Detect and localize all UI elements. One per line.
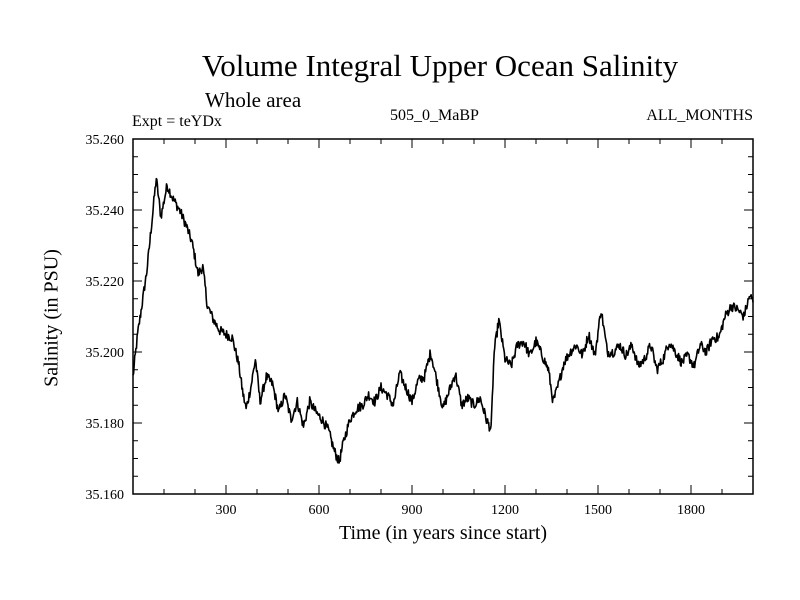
- y-tick-label: 35.180: [86, 417, 125, 432]
- y-axis-label: Salinity (in PSU): [40, 249, 63, 387]
- run-label: 505_0_MaBP: [390, 107, 479, 124]
- plot-frame: [132, 138, 754, 495]
- x-tick-label: 1800: [677, 503, 705, 518]
- months-label: ALL_MONTHS: [646, 107, 753, 124]
- experiment-label: Expt = teYDx: [132, 113, 222, 130]
- x-tick-label: 300: [216, 503, 237, 518]
- chart-subtitle: Whole area: [205, 88, 302, 112]
- chart-title: Volume Integral Upper Ocean Salinity: [201, 48, 679, 83]
- y-tick-label: 35.200: [86, 346, 125, 361]
- y-tick-label: 35.260: [86, 133, 125, 148]
- salinity-series-line: [132, 177, 754, 464]
- y-tick-label: 35.240: [86, 204, 125, 219]
- x-tick-label: 1500: [584, 503, 612, 518]
- y-tick-label: 35.160: [86, 488, 125, 503]
- x-tick-label: 1200: [491, 503, 519, 518]
- x-tick-label: 900: [402, 503, 423, 518]
- x-axis-label: Time (in years since start): [338, 522, 548, 544]
- y-tick-label: 35.220: [86, 275, 125, 290]
- x-tick-label: 600: [309, 503, 330, 518]
